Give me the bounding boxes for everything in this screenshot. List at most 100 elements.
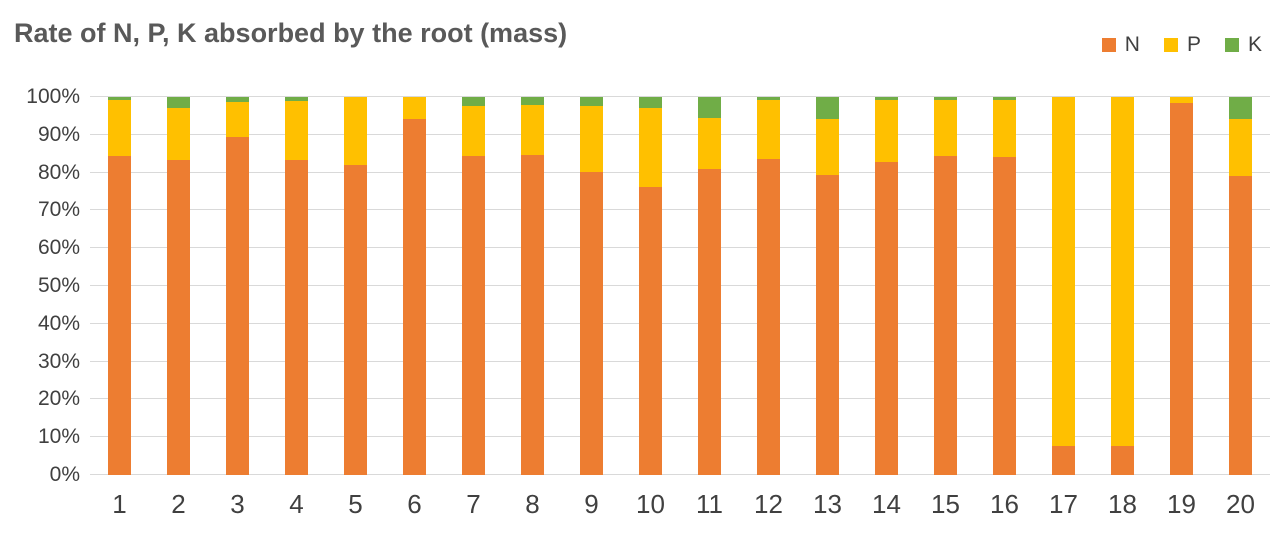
bar-column [503, 97, 562, 475]
bar-segment-k [1229, 97, 1252, 120]
bar-segment-k [993, 97, 1016, 101]
x-axis-label: 18 [1108, 489, 1137, 519]
gridline [90, 398, 1270, 400]
bar-column [208, 97, 267, 475]
bar-stack [993, 97, 1016, 475]
bar-segment-p [108, 99, 131, 157]
bar-column [975, 97, 1034, 475]
bar-column [267, 97, 326, 475]
bar-segment-k [698, 97, 721, 119]
legend-item-p: P [1163, 33, 1201, 57]
bar-segment-n [993, 156, 1016, 475]
bar-segment-p [1170, 97, 1193, 104]
chart-title: Rate of N, P, K absorbed by the root (ma… [14, 18, 568, 48]
bar-segment-n [1111, 445, 1134, 475]
bar-column [1152, 97, 1211, 475]
bar-stack [816, 97, 839, 475]
gridline [90, 436, 1270, 438]
gridline [90, 133, 1270, 135]
bar-column [1211, 97, 1270, 475]
gridline [90, 322, 1270, 324]
bar-stack [1111, 97, 1134, 475]
bar-stack [1170, 97, 1193, 475]
bar-segment-n [403, 118, 426, 475]
legend-label: K [1247, 33, 1262, 56]
y-axis-tick-label: 0% [49, 463, 80, 486]
gridline [90, 360, 1270, 362]
bar-segment-p [934, 99, 957, 157]
gridline [90, 96, 1270, 97]
x-axis-label: 14 [872, 489, 901, 519]
bar-column [90, 97, 149, 475]
bar-segment-p [521, 105, 544, 156]
bar-segment-n [875, 162, 898, 475]
x-axis-label: 11 [696, 489, 723, 519]
bar-segment-n [1170, 103, 1193, 475]
legend-swatch-icon [1224, 38, 1239, 52]
bar-column [385, 97, 444, 475]
bar-segment-k [462, 97, 485, 107]
y-axis-tick-label: 70% [37, 198, 80, 222]
x-axis-label: 5 [348, 489, 363, 519]
bar-group [90, 97, 1270, 475]
y-axis-tick-label: 40% [37, 311, 80, 335]
x-axis-label: 3 [230, 489, 245, 519]
bar-segment-n [226, 137, 249, 475]
x-axis-label: 8 [525, 489, 540, 519]
bar-stack [521, 97, 544, 475]
bar-stack [462, 97, 485, 475]
x-axis-label: 12 [754, 489, 783, 519]
bar-segment-n [521, 155, 544, 475]
bar-segment-n [108, 156, 131, 475]
bar-segment-k [521, 97, 544, 106]
x-axis-label: 19 [1167, 489, 1196, 519]
bar-segment-n [580, 172, 603, 475]
y-axis-tick-label: 20% [37, 387, 80, 411]
bar-segment-p [1229, 119, 1252, 176]
bar-segment-n [167, 160, 190, 475]
x-axis-label: 15 [931, 489, 960, 519]
bar-segment-p [1052, 97, 1075, 446]
x-axis-label: 7 [466, 489, 481, 519]
bar-column [562, 97, 621, 475]
bar-segment-p [698, 118, 721, 169]
plot-area [90, 96, 1270, 475]
bar-column [1034, 97, 1093, 475]
x-axis-label: 2 [171, 489, 186, 519]
bar-segment-n [344, 164, 367, 475]
y-axis-tick-label: 10% [37, 425, 80, 449]
bar-segment-k [580, 97, 603, 106]
x-axis-label: 17 [1049, 489, 1078, 519]
x-axis-label: 20 [1226, 489, 1255, 519]
bar-segment-p [344, 97, 367, 165]
bar-stack [757, 97, 780, 475]
x-axis-label: 10 [636, 489, 665, 519]
legend-item-n: N [1101, 33, 1140, 57]
bar-segment-k [875, 97, 898, 100]
x-axis-label: 13 [813, 489, 842, 519]
x-axis-label: 9 [584, 489, 599, 519]
bar-segment-p [1111, 97, 1134, 446]
bar-segment-n [934, 156, 957, 475]
x-axis-label: 1 [112, 489, 127, 519]
bar-segment-p [462, 106, 485, 156]
bar-stack [580, 97, 603, 475]
y-axis-tick-label: 50% [37, 274, 80, 297]
bar-column [680, 97, 739, 475]
bar-column [798, 97, 857, 475]
x-axis-label: 6 [407, 489, 422, 519]
bar-stack [1229, 97, 1252, 475]
bar-column [739, 97, 798, 475]
bar-segment-p [875, 99, 898, 163]
bar-segment-k [757, 97, 780, 101]
bar-stack [875, 97, 898, 475]
bar-segment-k [226, 97, 249, 102]
bar-segment-p [580, 105, 603, 173]
bar-segment-k [108, 97, 131, 100]
bar-segment-k [285, 97, 308, 101]
bar-segment-n [639, 186, 662, 475]
bar-column [857, 97, 916, 475]
bar-segment-n [462, 155, 485, 475]
bar-stack [108, 97, 131, 475]
